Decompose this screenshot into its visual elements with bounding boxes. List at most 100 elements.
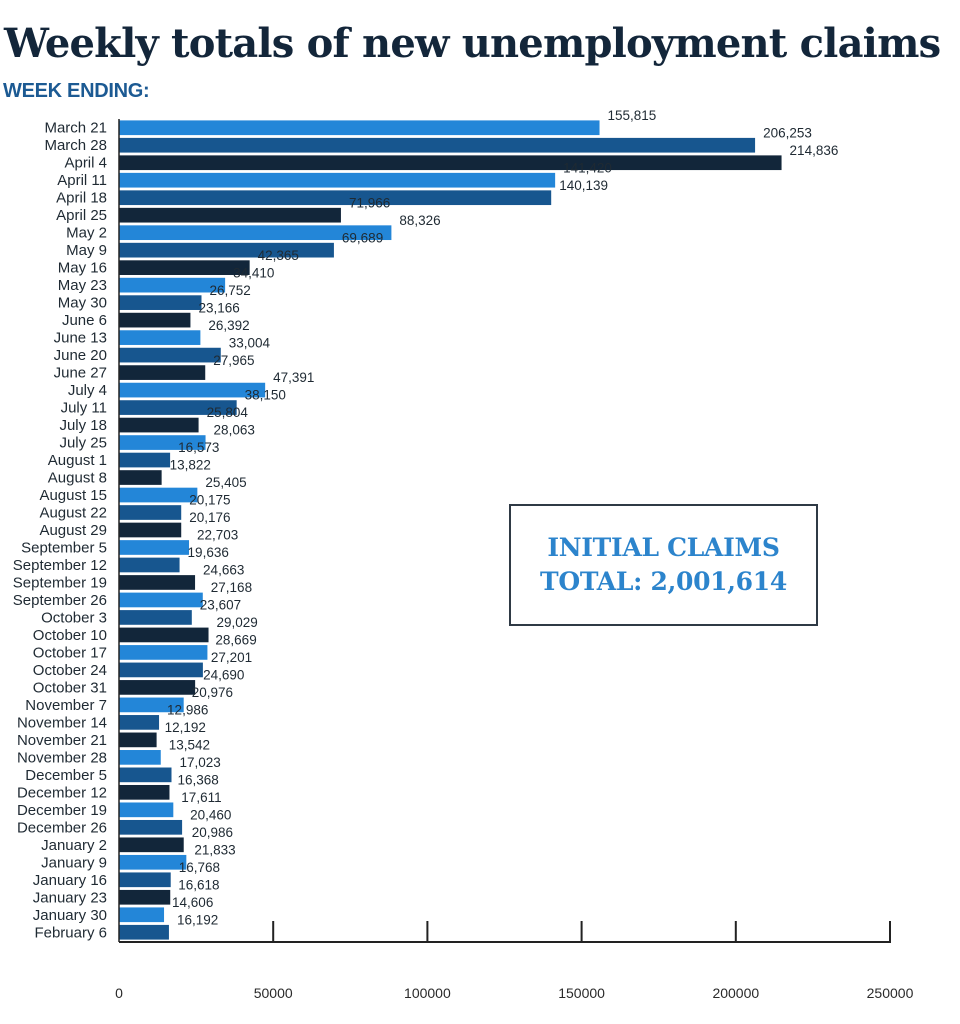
bar	[119, 784, 170, 800]
bar	[119, 137, 756, 153]
value-label: 27,965	[213, 353, 254, 368]
value-label: 29,029	[217, 615, 258, 630]
category-label: January 16	[33, 872, 107, 889]
value-label: 16,192	[177, 912, 218, 927]
category-label: April 25	[56, 207, 107, 224]
category-label: April 11	[57, 172, 107, 189]
category-label: July 25	[59, 435, 107, 452]
bar	[119, 400, 237, 415]
bar	[119, 715, 160, 730]
bar	[119, 767, 172, 783]
bar	[119, 242, 334, 258]
category-label: May 23	[58, 277, 107, 294]
category-label: April 4	[64, 155, 107, 172]
bar	[119, 452, 171, 468]
x-tick-label: 200000	[712, 985, 759, 1001]
total-claims-box: INITIAL CLAIMS TOTAL: 2,001,614	[509, 504, 818, 626]
bar	[119, 889, 171, 905]
category-label: June 6	[62, 312, 107, 329]
value-label: 23,166	[198, 300, 239, 315]
category-label: July 11	[61, 400, 107, 417]
value-label: 69,689	[342, 230, 383, 245]
value-label: 20,176	[189, 510, 230, 525]
bar	[119, 172, 556, 188]
value-label: 20,175	[189, 493, 230, 508]
category-label: December 12	[17, 784, 107, 801]
category-label: June 27	[54, 365, 107, 382]
value-label: 21,833	[194, 842, 235, 857]
bar	[119, 557, 180, 573]
category-label: December 19	[17, 802, 107, 819]
bar	[119, 819, 183, 835]
x-tick-label: 250000	[867, 985, 914, 1001]
category-label: November 7	[25, 697, 107, 714]
category-label: August 1	[48, 452, 107, 469]
bar	[119, 854, 187, 870]
category-label: May 2	[66, 225, 107, 242]
bar	[119, 225, 392, 241]
bar	[119, 522, 182, 538]
value-label: 47,391	[273, 370, 314, 385]
value-label: 12,192	[165, 720, 206, 735]
category-label: March 21	[44, 120, 107, 137]
bar	[119, 645, 208, 660]
category-label: October 31	[33, 679, 107, 696]
category-label: August 15	[39, 487, 107, 504]
x-tick-label: 150000	[558, 985, 605, 1001]
category-label: January 30	[33, 907, 107, 924]
value-label: 20,976	[192, 685, 233, 700]
value-label: 16,768	[179, 860, 220, 875]
category-label: January 23	[33, 889, 107, 906]
value-label: 17,611	[181, 790, 221, 805]
category-label: September 26	[13, 592, 107, 609]
value-label: 16,573	[178, 440, 219, 455]
bar	[119, 610, 192, 625]
total-box-heading: INITIAL CLAIMS	[547, 533, 780, 562]
value-label: 25,405	[205, 475, 246, 490]
x-tick-label: 0	[115, 985, 123, 1001]
bar	[119, 627, 209, 643]
value-label: 140,139	[559, 178, 608, 193]
category-label: November 14	[17, 714, 107, 731]
category-label: December 5	[25, 767, 107, 784]
category-label: September 12	[13, 557, 107, 574]
category-label: February 6	[34, 924, 107, 941]
value-label: 20,986	[192, 825, 233, 840]
bar	[119, 417, 199, 433]
bar	[119, 120, 600, 136]
bar	[119, 347, 221, 363]
category-label: May 16	[58, 260, 107, 277]
value-label: 38,150	[245, 388, 286, 403]
value-label: 27,201	[211, 650, 252, 665]
value-label: 28,063	[214, 423, 255, 438]
value-label: 27,168	[211, 580, 252, 595]
bar	[119, 680, 196, 695]
value-label: 141,420	[563, 160, 612, 175]
category-label: August 22	[39, 505, 107, 522]
bar	[119, 277, 226, 293]
value-label: 25,804	[207, 405, 249, 420]
value-label: 16,618	[178, 877, 219, 892]
bar	[119, 592, 203, 608]
bar	[119, 837, 184, 853]
category-label: November 21	[17, 732, 107, 749]
value-label: 26,752	[210, 283, 251, 298]
bar	[119, 750, 161, 765]
value-label: 24,663	[203, 563, 244, 578]
category-label: October 24	[33, 662, 107, 679]
category-label: June 20	[54, 347, 107, 364]
category-label: June 13	[54, 330, 107, 347]
category-label: August 29	[39, 522, 107, 539]
category-label: October 3	[41, 609, 107, 626]
category-label: August 8	[48, 470, 107, 487]
category-label: May 9	[66, 242, 107, 259]
value-label: 19,636	[188, 545, 229, 560]
bar	[119, 190, 552, 206]
category-label: September 19	[13, 574, 107, 591]
category-label: January 9	[41, 854, 107, 871]
bar	[119, 365, 206, 380]
x-tick-label: 50000	[254, 985, 293, 1001]
bar	[119, 487, 198, 503]
value-label: 22,703	[197, 528, 238, 543]
